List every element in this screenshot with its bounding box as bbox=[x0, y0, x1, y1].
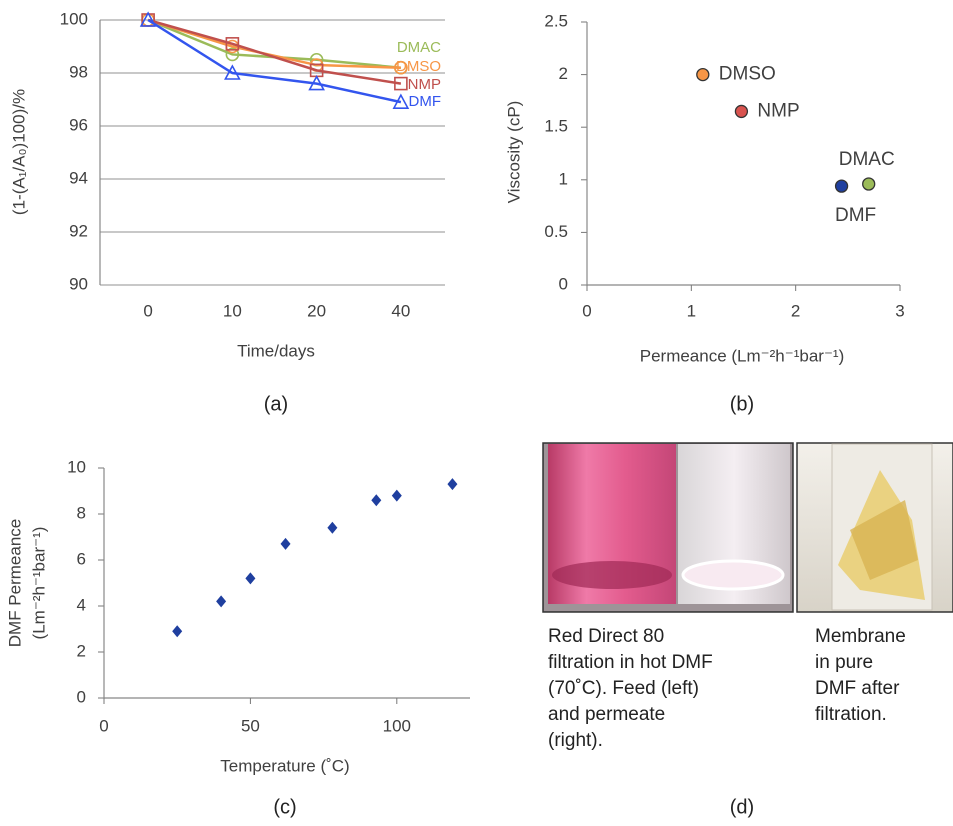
y-tick-label: 96 bbox=[69, 115, 88, 134]
y-tick-label: 0 bbox=[559, 274, 568, 293]
marker bbox=[280, 537, 291, 550]
marker bbox=[447, 478, 458, 491]
series-label: NMP bbox=[408, 76, 441, 93]
caption-line: filtration in hot DMF bbox=[548, 652, 713, 673]
y-axis-label: DMF Permeance bbox=[5, 519, 24, 647]
x-tick-label: 50 bbox=[241, 716, 260, 735]
panel-label: (c) bbox=[273, 796, 296, 818]
y-tick-label: 98 bbox=[69, 62, 88, 81]
caption-line: in pure bbox=[815, 652, 873, 673]
point-label: DMF bbox=[835, 205, 876, 226]
photo-feed-permeate bbox=[542, 442, 794, 613]
x-axis-label: Permeance (Lm⁻²h⁻¹bar⁻¹) bbox=[640, 346, 845, 365]
point-label: DMSO bbox=[719, 64, 776, 85]
y-tick-label: 2 bbox=[77, 641, 86, 660]
photo-membrane bbox=[796, 442, 953, 613]
point bbox=[734, 104, 749, 119]
y-tick-label: 4 bbox=[77, 595, 86, 614]
marker bbox=[394, 76, 408, 91]
y-axis-label: (1-(A₁/A₀)100)/% bbox=[9, 89, 28, 215]
caption-line: filtration. bbox=[815, 704, 887, 725]
y-axis-label: (Lm⁻²h⁻¹bar⁻¹) bbox=[29, 527, 48, 640]
x-tick-label: 10 bbox=[223, 301, 242, 320]
y-tick-label: 100 bbox=[60, 9, 88, 28]
x-tick-label: 0 bbox=[99, 716, 108, 735]
marker bbox=[391, 489, 402, 502]
point-label: DMAC bbox=[839, 149, 895, 170]
series-label: DMSO bbox=[396, 58, 441, 75]
marker bbox=[394, 60, 408, 75]
series-label: DMAC bbox=[397, 39, 441, 56]
x-axis-label: Temperature (˚C) bbox=[220, 756, 349, 775]
y-axis-label: Viscosity (cP) bbox=[504, 101, 523, 204]
panel-label: (d) bbox=[730, 796, 754, 818]
panel-label: (a) bbox=[264, 393, 288, 415]
x-axis-label: Time/days bbox=[237, 341, 315, 360]
marker bbox=[216, 595, 227, 608]
x-tick-label: 2 bbox=[791, 301, 800, 320]
caption-line: (70˚C). Feed (left) bbox=[548, 678, 699, 699]
y-tick-label: 0.5 bbox=[544, 222, 568, 241]
line bbox=[147, 18, 402, 104]
line bbox=[147, 18, 402, 85]
caption-line: Red Direct 80 bbox=[548, 626, 664, 647]
y-tick-label: 8 bbox=[77, 503, 86, 522]
point-label: NMP bbox=[757, 100, 799, 121]
y-tick-label: 2 bbox=[559, 64, 568, 83]
y-tick-label: 10 bbox=[67, 457, 86, 476]
marker bbox=[308, 74, 325, 91]
marker bbox=[139, 11, 157, 27]
marker bbox=[327, 521, 338, 534]
marker bbox=[392, 93, 410, 109]
y-tick-label: 1 bbox=[559, 169, 568, 188]
y-tick-label: 2.5 bbox=[544, 11, 568, 30]
caption-line: DMF after bbox=[815, 678, 900, 699]
x-tick-label: 0 bbox=[582, 301, 591, 320]
y-tick-label: 0 bbox=[77, 687, 86, 706]
marker bbox=[224, 64, 241, 80]
line bbox=[147, 18, 401, 69]
x-tick-label: 3 bbox=[895, 301, 904, 320]
panel-label: (b) bbox=[730, 393, 754, 415]
x-tick-label: 40 bbox=[391, 301, 410, 320]
x-tick-label: 100 bbox=[383, 716, 411, 735]
point bbox=[696, 67, 710, 82]
caption-line: and permeate bbox=[548, 704, 665, 725]
x-tick-label: 0 bbox=[143, 301, 152, 320]
marker bbox=[245, 572, 256, 585]
x-tick-label: 20 bbox=[307, 301, 326, 320]
marker bbox=[225, 47, 240, 62]
y-tick-label: 6 bbox=[77, 549, 86, 568]
y-tick-label: 90 bbox=[69, 274, 88, 293]
y-tick-label: 1.5 bbox=[544, 117, 568, 136]
point bbox=[862, 177, 876, 191]
marker bbox=[371, 494, 382, 507]
y-tick-label: 94 bbox=[69, 168, 88, 187]
marker bbox=[225, 37, 240, 51]
y-tick-label: 92 bbox=[69, 221, 88, 240]
caption-line: (right). bbox=[548, 730, 603, 751]
series-label: DMF bbox=[409, 93, 442, 110]
x-tick-label: 1 bbox=[687, 301, 696, 320]
point bbox=[834, 179, 849, 193]
caption-line: Membrane bbox=[815, 626, 906, 647]
marker bbox=[172, 625, 183, 638]
